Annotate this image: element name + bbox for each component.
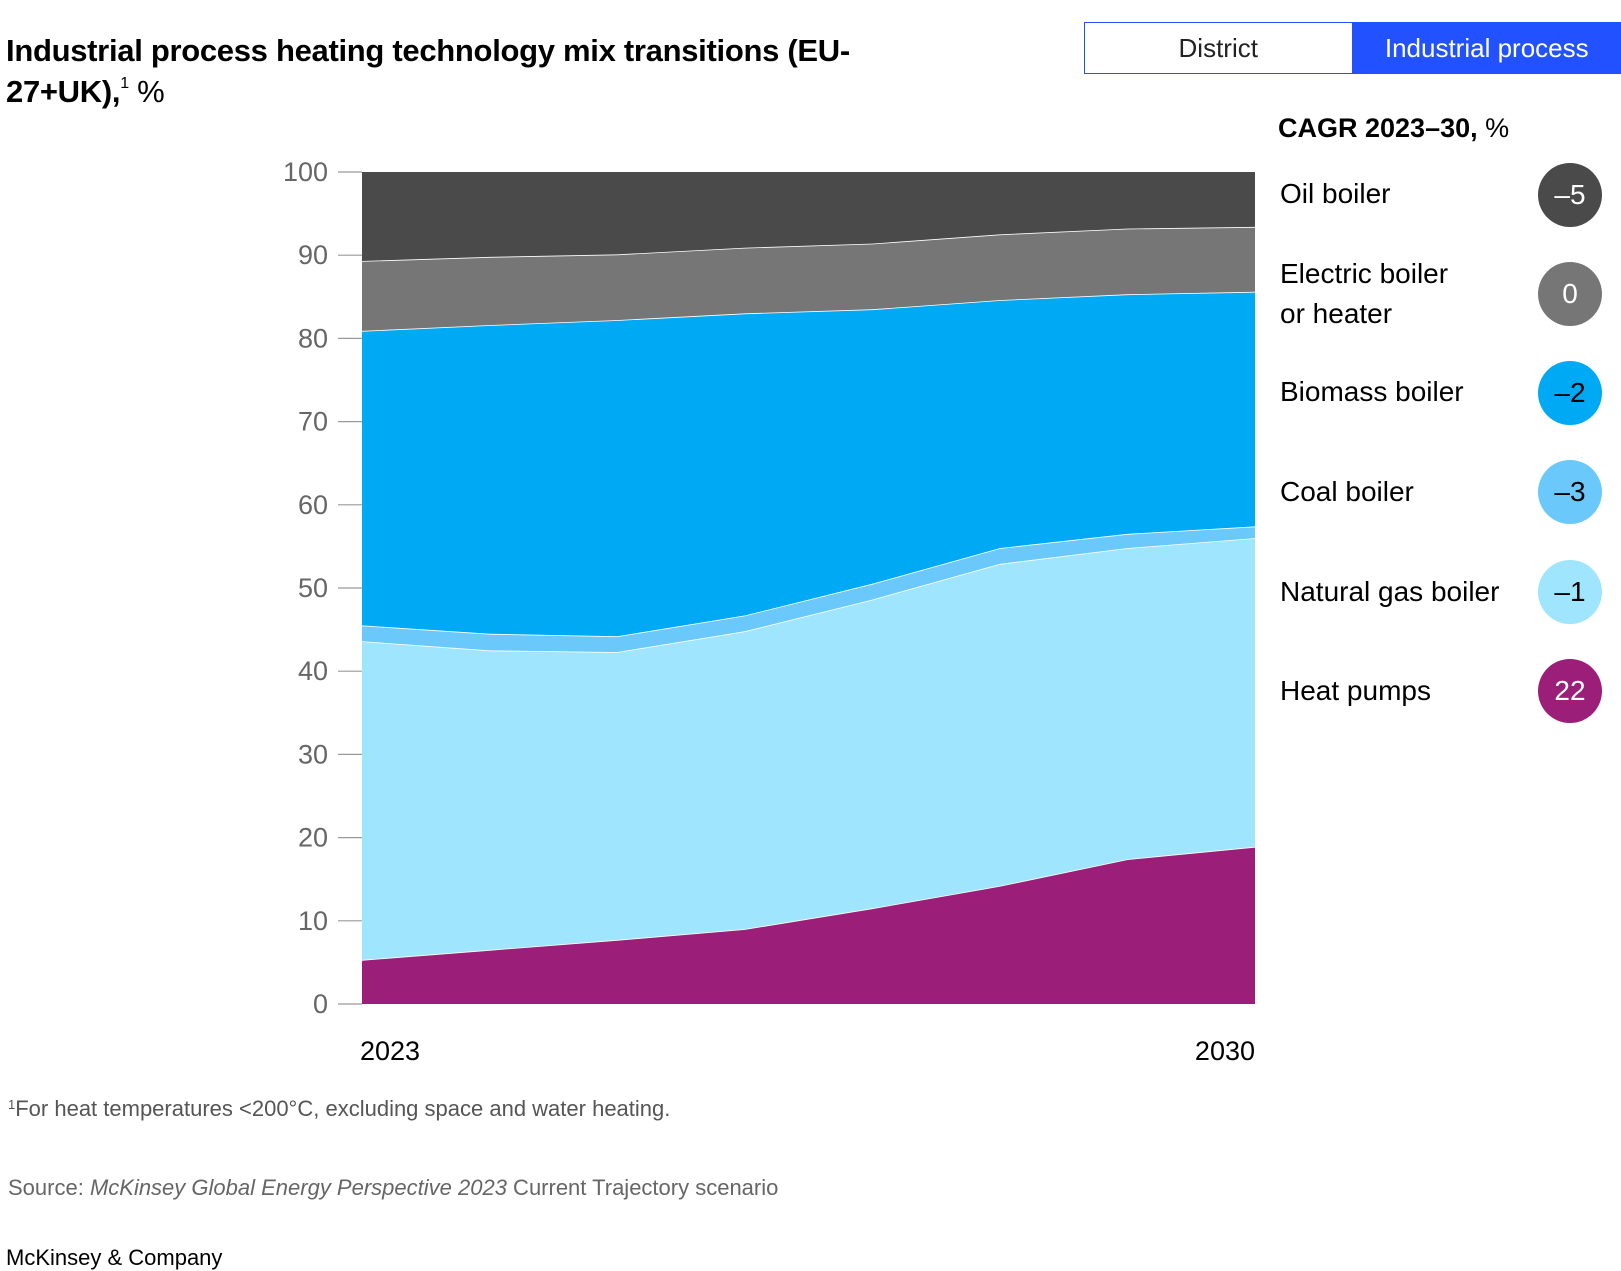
legend-badge-heat-pumps: 22 [1538,659,1602,723]
x-tick-label-2023: 2023 [360,1036,420,1066]
y-tick-label-0: 0 [313,989,328,1019]
source-note: Source: McKinsey Global Energy Perspecti… [8,1175,778,1201]
footnote-reference: 1 [120,75,129,92]
area-coal-boiler [362,526,1255,653]
area-electric-boiler-or-heater [362,226,1255,331]
source-prefix: Source: [8,1175,90,1200]
brand-name: McKinsey & Company [6,1245,223,1270]
legend-label-oil-boiler: Oil boiler [1280,178,1391,209]
area-heat-pumps [362,846,1255,1004]
y-tick-label-30: 30 [298,739,328,769]
footnote: 1For heat temperatures <200°C, excluding… [8,1096,670,1122]
x-tick-label-2030: 2030 [1195,1036,1255,1066]
legend-label-heat-pumps: Heat pumps [1280,675,1431,706]
legend-badge-oil-boiler: –5 [1538,163,1602,227]
chart-title: Industrial process heating technology mi… [6,30,906,112]
legend-label-coal-boiler: Coal boiler [1280,476,1414,507]
y-tick-label-40: 40 [298,656,328,686]
legend-heading: CAGR 2023–30, % [1278,113,1509,144]
y-tick-label-50: 50 [298,573,328,603]
legend-label-electric-boiler: Electric boiler or heater [1280,258,1449,329]
chart-title-text: Industrial process heating technology mi… [6,33,850,109]
chart-unit: % [137,74,165,109]
legend-badge-electric-boiler: 0 [1538,262,1602,326]
area-oil-boiler [362,172,1255,261]
y-tick-label-70: 70 [298,407,328,437]
legend-heading-text: CAGR 2023–30, [1278,113,1478,143]
legend-label-natural-gas-boiler: Natural gas boiler [1280,576,1500,607]
source-suffix: Current Trajectory scenario [506,1175,779,1200]
view-toggle: District Industrial process [1084,22,1621,74]
y-tick-label-90: 90 [298,240,328,270]
area-biomass-boiler [362,291,1255,637]
legend-heading-unit: % [1485,113,1510,143]
y-tick-label-20: 20 [298,823,328,853]
y-tick-label-100: 100 [283,157,328,187]
legend-badge-biomass-boiler: –2 [1538,361,1602,425]
y-tick-label-10: 10 [298,906,328,936]
source-publication: McKinsey Global Energy Perspective 2023 [89,1175,507,1200]
footnote-mark: 1 [8,1097,16,1112]
legend-badge-coal-boiler: –3 [1538,460,1602,524]
footnote-text: For heat temperatures <200°C, excluding … [15,1096,671,1121]
y-tick-label-60: 60 [298,490,328,520]
legend-badge-natural-gas-boiler: –1 [1538,560,1602,624]
area-natural-gas-boiler [362,538,1255,960]
legend-label-biomass-boiler: Biomass boiler [1280,376,1464,407]
y-tick-label-80: 80 [298,323,328,353]
toggle-industrial-process-button[interactable]: Industrial process [1352,22,1621,74]
toggle-district-button[interactable]: District [1084,22,1353,74]
